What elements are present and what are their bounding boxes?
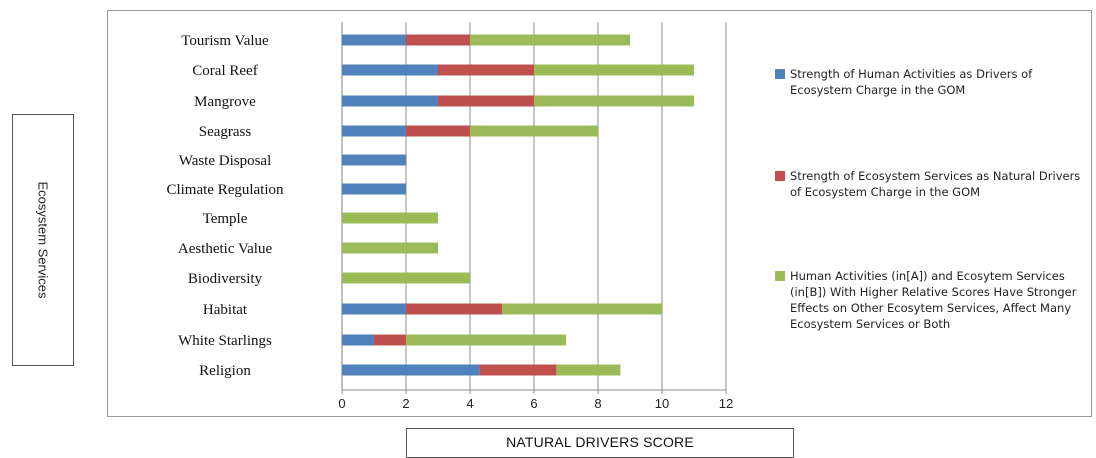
bar-segment [342,364,480,376]
category-label: Aesthetic Value [178,241,273,257]
bar-segment [342,334,374,346]
category-label: Seagrass [199,124,252,140]
x-tick-label: 12 [719,396,733,411]
bar-segment [342,272,470,284]
category-label: Temple [203,211,248,227]
category-label: Climate Regulation [166,182,284,198]
bar-segment [438,95,534,107]
x-axis-label: NATURAL DRIVERS SCORE [506,434,694,450]
category-label: Religion [199,363,251,379]
bar-segment [342,242,438,254]
bar-segment [534,95,694,107]
bar-segment [342,34,406,46]
x-tick-labels: 0 2 4 6 8 10 12 [338,396,733,411]
bar-segment [342,303,406,315]
x-tick-label: 2 [402,396,409,411]
bar-segment [342,212,438,224]
bar-segment [406,303,502,315]
legend-swatch [775,171,785,181]
bar-segment [479,364,557,376]
bar-segment [502,303,662,315]
legend-label: Strength of Human Activities as Drivers … [790,67,1033,97]
bar-segment [438,64,534,76]
bar-segment [342,95,438,107]
legend-label: Strength of Ecosystem Services as Natura… [790,169,1081,199]
x-tick-label: 4 [466,396,473,411]
x-tick-label: 8 [594,396,601,411]
bar-segment [534,64,694,76]
gridlines [341,22,727,394]
bar-segment [406,125,470,137]
category-label: White Starlings [178,333,272,349]
bar-segment [342,154,406,166]
x-tick-label: 6 [530,396,537,411]
legend-label: Human Activities (in[A]) and Ecosytem Se… [790,269,1077,331]
x-tick-label: 10 [655,396,669,411]
category-label: Waste Disposal [179,153,272,169]
x-axis-label-box: NATURAL DRIVERS SCORE [406,428,794,458]
bar-segment [406,34,470,46]
x-tick-label: 0 [338,396,345,411]
category-label: Coral Reef [192,63,257,79]
legend-swatch [775,69,785,79]
bar-segment [470,125,598,137]
bar-segment [342,64,438,76]
legend-swatch [775,271,785,281]
y-axis-label-box: Ecosystem Services [12,114,74,366]
category-label: Biodiversity [188,271,263,287]
bar-segment [374,334,406,346]
category-labels: Tourism Value Coral Reef Mangrove Seagrass W… [166,33,284,379]
bar-segment [342,125,406,137]
y-axis-label: Ecosystem Services [35,181,51,299]
bar-segment [342,183,406,195]
bar-segment [470,34,630,46]
category-label: Tourism Value [181,33,269,49]
bar-segment [556,364,621,376]
category-label: Habitat [203,302,248,318]
bar-segment [406,334,566,346]
category-label: Mangrove [194,94,256,110]
bars [342,34,694,376]
plot-frame [107,10,1092,417]
